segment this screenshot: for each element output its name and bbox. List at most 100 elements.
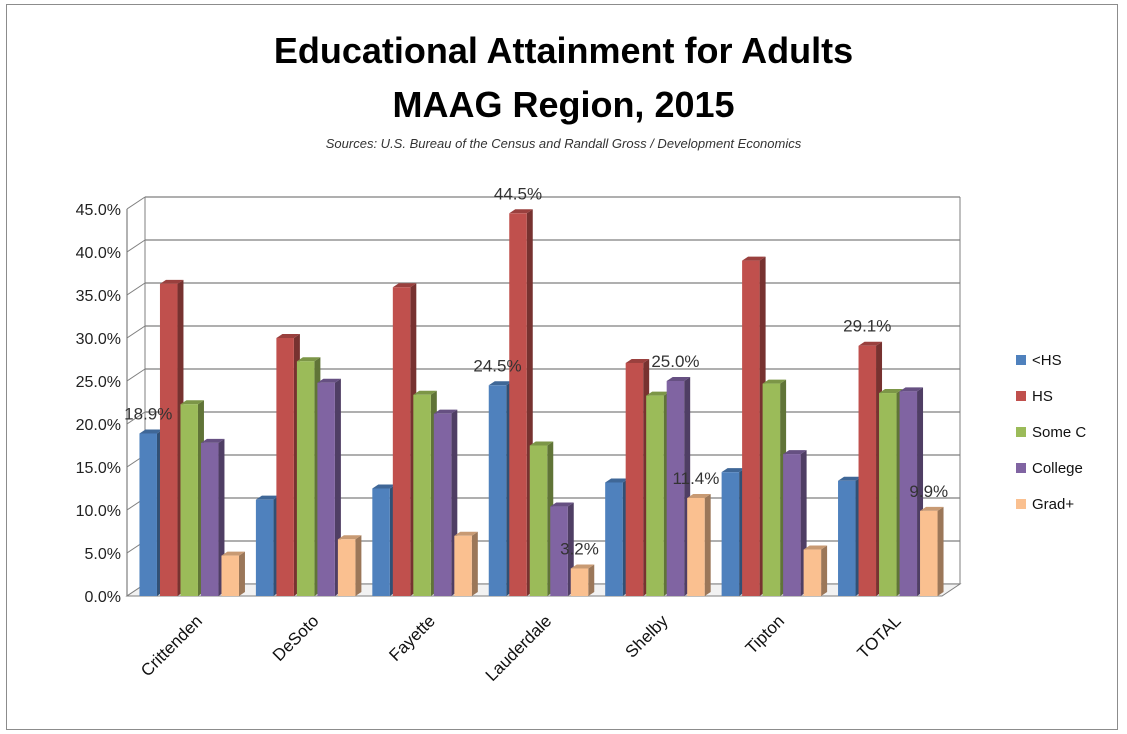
- bar: [317, 382, 335, 596]
- x-tick-label: Lauderdale: [482, 611, 556, 685]
- y-tick-label: 15.0%: [76, 460, 121, 477]
- y-tick-label: 10.0%: [76, 503, 121, 520]
- bar: [920, 510, 938, 596]
- data-label: 29.1%: [843, 317, 891, 336]
- bar-top: [646, 391, 670, 396]
- bar: [488, 385, 507, 596]
- bar-top: [899, 387, 924, 392]
- x-tick-label: Fayette: [385, 611, 439, 665]
- x-tick-label: Tipton: [742, 611, 788, 657]
- chart-frame: [6, 4, 1118, 730]
- bar-top: [529, 441, 554, 446]
- legend-swatch: [1016, 355, 1026, 365]
- x-tick-label: Crittenden: [137, 611, 206, 680]
- bar: [296, 361, 315, 596]
- bar: [646, 395, 664, 596]
- bar: [605, 482, 623, 596]
- gridline-side: [126, 282, 146, 296]
- y-tick-label: 5.0%: [85, 546, 121, 563]
- bar-top: [509, 209, 533, 214]
- bar-top: [550, 502, 574, 507]
- bar-top: [742, 256, 766, 261]
- bar: [454, 535, 472, 596]
- legend-item: HS: [1016, 378, 1116, 414]
- bar-top: [858, 341, 883, 346]
- bar-side: [588, 564, 595, 596]
- bar-top: [687, 493, 711, 498]
- data-label: 3.2%: [560, 539, 599, 558]
- bar: [742, 260, 760, 596]
- bar-top: [666, 377, 691, 381]
- bar: [337, 539, 356, 596]
- bar-top: [337, 535, 362, 540]
- legend-swatch: [1016, 427, 1026, 437]
- bar: [721, 472, 740, 596]
- legend-item: <HS: [1016, 342, 1116, 378]
- legend-item: Some C: [1016, 414, 1116, 450]
- chart-legend: <HS HS Some C College Grad+: [1016, 342, 1116, 522]
- bar-top: [605, 478, 629, 483]
- gridline-side: [126, 411, 146, 425]
- bar-top: [413, 390, 437, 395]
- y-tick-label: 35.0%: [76, 288, 121, 305]
- gridline-side: [126, 196, 146, 210]
- y-tick-label: 0.0%: [85, 589, 121, 606]
- bar-top: [803, 545, 828, 550]
- legend-label: <HS: [1032, 351, 1062, 369]
- bar-top: [296, 357, 321, 362]
- data-label: 44.5%: [494, 184, 542, 203]
- gridline-side: [126, 325, 146, 339]
- legend-swatch: [1016, 499, 1026, 509]
- bar: [139, 433, 157, 596]
- bar: [783, 454, 801, 596]
- legend-label: HS: [1032, 387, 1053, 405]
- bar-side: [821, 545, 828, 596]
- bar: [762, 383, 781, 596]
- bar: [221, 555, 239, 596]
- data-label: 18.9%: [124, 404, 172, 423]
- bar-top: [570, 564, 595, 569]
- bar: [433, 413, 452, 596]
- bar: [687, 497, 705, 596]
- chart-title: Educational Attainment for Adults: [273, 30, 854, 71]
- bar: [899, 391, 918, 596]
- bar-top: [879, 389, 903, 394]
- bar: [529, 445, 548, 596]
- legend-swatch: [1016, 463, 1026, 473]
- legend-item: College: [1016, 450, 1116, 486]
- bar-top: [392, 283, 417, 288]
- bar-top: [159, 279, 184, 284]
- bar: [392, 287, 411, 596]
- bar-top: [372, 484, 396, 489]
- gridline-side: [126, 239, 146, 253]
- legend-label: College: [1032, 459, 1083, 477]
- bar: [803, 549, 822, 596]
- legend-item: Grad+: [1016, 486, 1116, 522]
- chart-subtitle: Sources: U.S. Bureau of the Census and R…: [325, 136, 802, 151]
- bar-top: [783, 450, 807, 455]
- bar-top: [180, 400, 204, 405]
- bar: [550, 506, 568, 596]
- bar-top: [454, 531, 478, 536]
- y-tick-label: 25.0%: [76, 374, 121, 391]
- bar-top: [139, 429, 163, 434]
- bar-side: [471, 531, 478, 596]
- data-label: 25.0%: [651, 352, 699, 371]
- bar-top: [721, 468, 746, 473]
- x-tick-label: TOTAL: [854, 611, 905, 662]
- bar: [666, 381, 685, 596]
- bar-top: [200, 438, 225, 443]
- y-tick-label: 40.0%: [76, 245, 121, 262]
- gridline-side: [126, 368, 146, 382]
- bar-top: [625, 358, 650, 363]
- chart-title-line2: MAAG Region, 2015: [392, 84, 735, 125]
- legend-label: Grad+: [1032, 495, 1075, 513]
- bar-top: [488, 381, 513, 386]
- bar: [180, 404, 198, 596]
- bar: [413, 394, 431, 596]
- bar: [276, 338, 294, 596]
- legend-label: Some C: [1032, 423, 1087, 441]
- y-tick-label: 20.0%: [76, 417, 121, 434]
- bar: [372, 488, 390, 596]
